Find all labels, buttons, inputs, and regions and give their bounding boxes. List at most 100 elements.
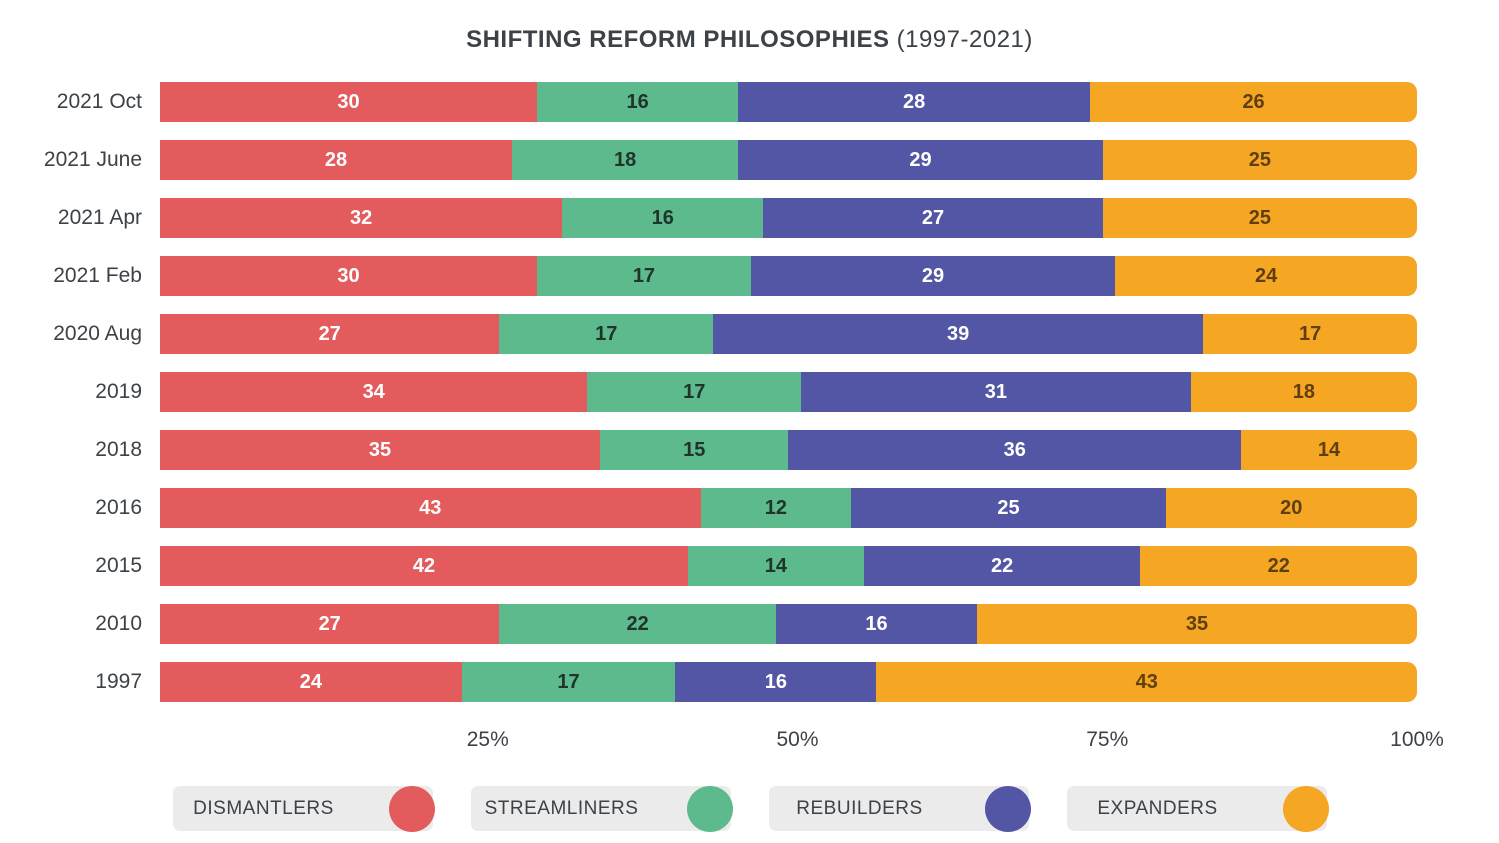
bar-segment-rebuilders: 27 <box>763 198 1103 238</box>
stacked-bar: 27 17 39 17 <box>160 314 1417 354</box>
segment-value: 15 <box>683 439 706 461</box>
segment-value: 31 <box>984 381 1008 403</box>
stacked-bar: 27 22 16 35 <box>160 604 1417 644</box>
bar-segment-rebuilders: 31 <box>801 372 1191 412</box>
chart-row: 2016 43 12 25 20 <box>30 488 1417 528</box>
bar-segment-expanders: 35 <box>977 604 1417 644</box>
bar-segment-dismantlers: 32 <box>160 198 563 238</box>
x-axis-tick: 50% <box>776 728 819 751</box>
category-label: 2021 Oct <box>56 90 142 113</box>
bar-segment-rebuilders: 25 <box>851 488 1166 528</box>
legend-color-dot <box>686 785 733 832</box>
segment-value: 24 <box>299 671 322 693</box>
bar-segment-rebuilders: 29 <box>738 140 1103 180</box>
bar-segment-rebuilders: 29 <box>750 256 1116 296</box>
segment-value: 14 <box>1317 439 1341 461</box>
bar-segment-dismantlers: 35 <box>160 430 600 470</box>
bar-segment-expanders: 43 <box>876 662 1417 702</box>
bar-segment-expanders: 20 <box>1165 488 1417 528</box>
legend-item-expanders: EXPANDERS <box>1066 785 1329 832</box>
bar-segment-streamliners: 16 <box>537 82 739 122</box>
bar-segment-rebuilders: 39 <box>713 314 1204 354</box>
category-label: 1997 <box>95 670 142 693</box>
segment-value: 26 <box>1242 91 1265 113</box>
segment-value: 25 <box>1248 207 1271 229</box>
segment-value: 17 <box>557 671 580 693</box>
bar-segment-dismantlers: 27 <box>160 314 500 354</box>
segment-value: 20 <box>1280 497 1303 519</box>
segment-value: 17 <box>595 323 618 345</box>
stacked-bar: 43 12 25 20 <box>160 488 1417 528</box>
bar-segment-expanders: 24 <box>1115 256 1417 296</box>
segment-value: 17 <box>1299 323 1322 345</box>
segment-value: 35 <box>368 439 392 461</box>
stacked-bar: 42 14 22 22 <box>160 546 1417 586</box>
segment-value: 17 <box>632 265 656 287</box>
segment-value: 27 <box>921 207 945 229</box>
x-axis-tick: 100% <box>1390 728 1444 751</box>
bar-segment-expanders: 25 <box>1102 198 1417 238</box>
bar-segment-expanders: 17 <box>1203 314 1417 354</box>
chart-row: 2018 35 15 36 14 <box>30 430 1417 470</box>
bar-segment-streamliners: 15 <box>599 430 789 470</box>
category-label: 2016 <box>95 496 142 519</box>
segment-value: 27 <box>318 613 341 635</box>
stacked-bar: 24 17 16 43 <box>160 662 1417 702</box>
legend-color-dot <box>1282 785 1329 832</box>
legend-label: DISMANTLERS <box>193 797 334 819</box>
x-axis-tick: 75% <box>1086 728 1129 751</box>
chart-title-suffix: (1997-2021) <box>889 26 1033 53</box>
bar-segment-dismantlers: 30 <box>160 256 538 296</box>
segment-value: 16 <box>865 613 888 635</box>
bar-segment-expanders: 14 <box>1241 430 1417 470</box>
legend-color-dot <box>984 785 1031 832</box>
stacked-bar: 34 17 31 18 <box>160 372 1417 412</box>
legend-item-streamliners: STREAMLINERS <box>470 785 733 832</box>
bar-segment-expanders: 18 <box>1190 372 1417 412</box>
category-label: 2021 Feb <box>53 264 142 287</box>
bar-segment-expanders: 26 <box>1090 82 1417 122</box>
bar-segment-dismantlers: 30 <box>160 82 538 122</box>
stacked-bar: 30 17 29 24 <box>160 256 1417 296</box>
bar-segment-expanders: 25 <box>1102 140 1417 180</box>
bar-segment-streamliners: 22 <box>499 604 776 644</box>
chart-rows: 2021 Oct 30 16 28 26 2021 June 28 18 29 25 2021 Ap… <box>30 82 1417 702</box>
bar-segment-rebuilders: 36 <box>788 430 1241 470</box>
category-label: 2015 <box>95 554 142 577</box>
category-label: 2018 <box>95 438 142 461</box>
bar-segment-streamliners: 18 <box>511 140 739 180</box>
segment-value: 17 <box>683 381 706 403</box>
category-label: 2010 <box>95 612 142 635</box>
chart-row: 2010 27 22 16 35 <box>30 604 1417 644</box>
segment-value: 28 <box>903 91 926 113</box>
chart-title: SHIFTING REFORM PHILOSOPHIES (1997-2021) <box>0 26 1499 54</box>
segment-value: 34 <box>362 381 385 403</box>
chart-row: 2015 42 14 22 22 <box>30 546 1417 586</box>
bar-segment-expanders: 22 <box>1140 546 1417 586</box>
segment-value: 22 <box>991 555 1014 577</box>
legend-label: REBUILDERS <box>796 797 923 819</box>
legend-color-dot <box>388 785 435 832</box>
segment-value: 12 <box>764 497 788 519</box>
chart-row: 2021 Oct 30 16 28 26 <box>30 82 1417 122</box>
stacked-bar: 30 16 28 26 <box>160 82 1417 122</box>
stacked-bar: 35 15 36 14 <box>160 430 1417 470</box>
segment-value: 18 <box>1292 381 1315 403</box>
segment-value: 32 <box>349 207 373 229</box>
segment-value: 30 <box>337 91 360 113</box>
chart-row: 2019 34 17 31 18 <box>30 372 1417 412</box>
category-label: 2020 Aug <box>53 322 142 345</box>
bar-segment-rebuilders: 28 <box>738 82 1091 122</box>
segment-value: 27 <box>318 323 341 345</box>
legend-label: EXPANDERS <box>1097 797 1218 819</box>
bar-segment-streamliners: 17 <box>499 314 714 354</box>
segment-value: 25 <box>1248 149 1271 171</box>
chart-row: 2021 June 28 18 29 25 <box>30 140 1417 180</box>
legend-item-dismantlers: DISMANTLERS <box>172 785 435 832</box>
bar-segment-dismantlers: 42 <box>160 546 688 586</box>
segment-value: 28 <box>324 149 348 171</box>
segment-value: 29 <box>909 149 932 171</box>
x-axis: 25% 50% 75% 100% <box>178 726 1444 758</box>
bar-segment-streamliners: 17 <box>461 662 676 702</box>
